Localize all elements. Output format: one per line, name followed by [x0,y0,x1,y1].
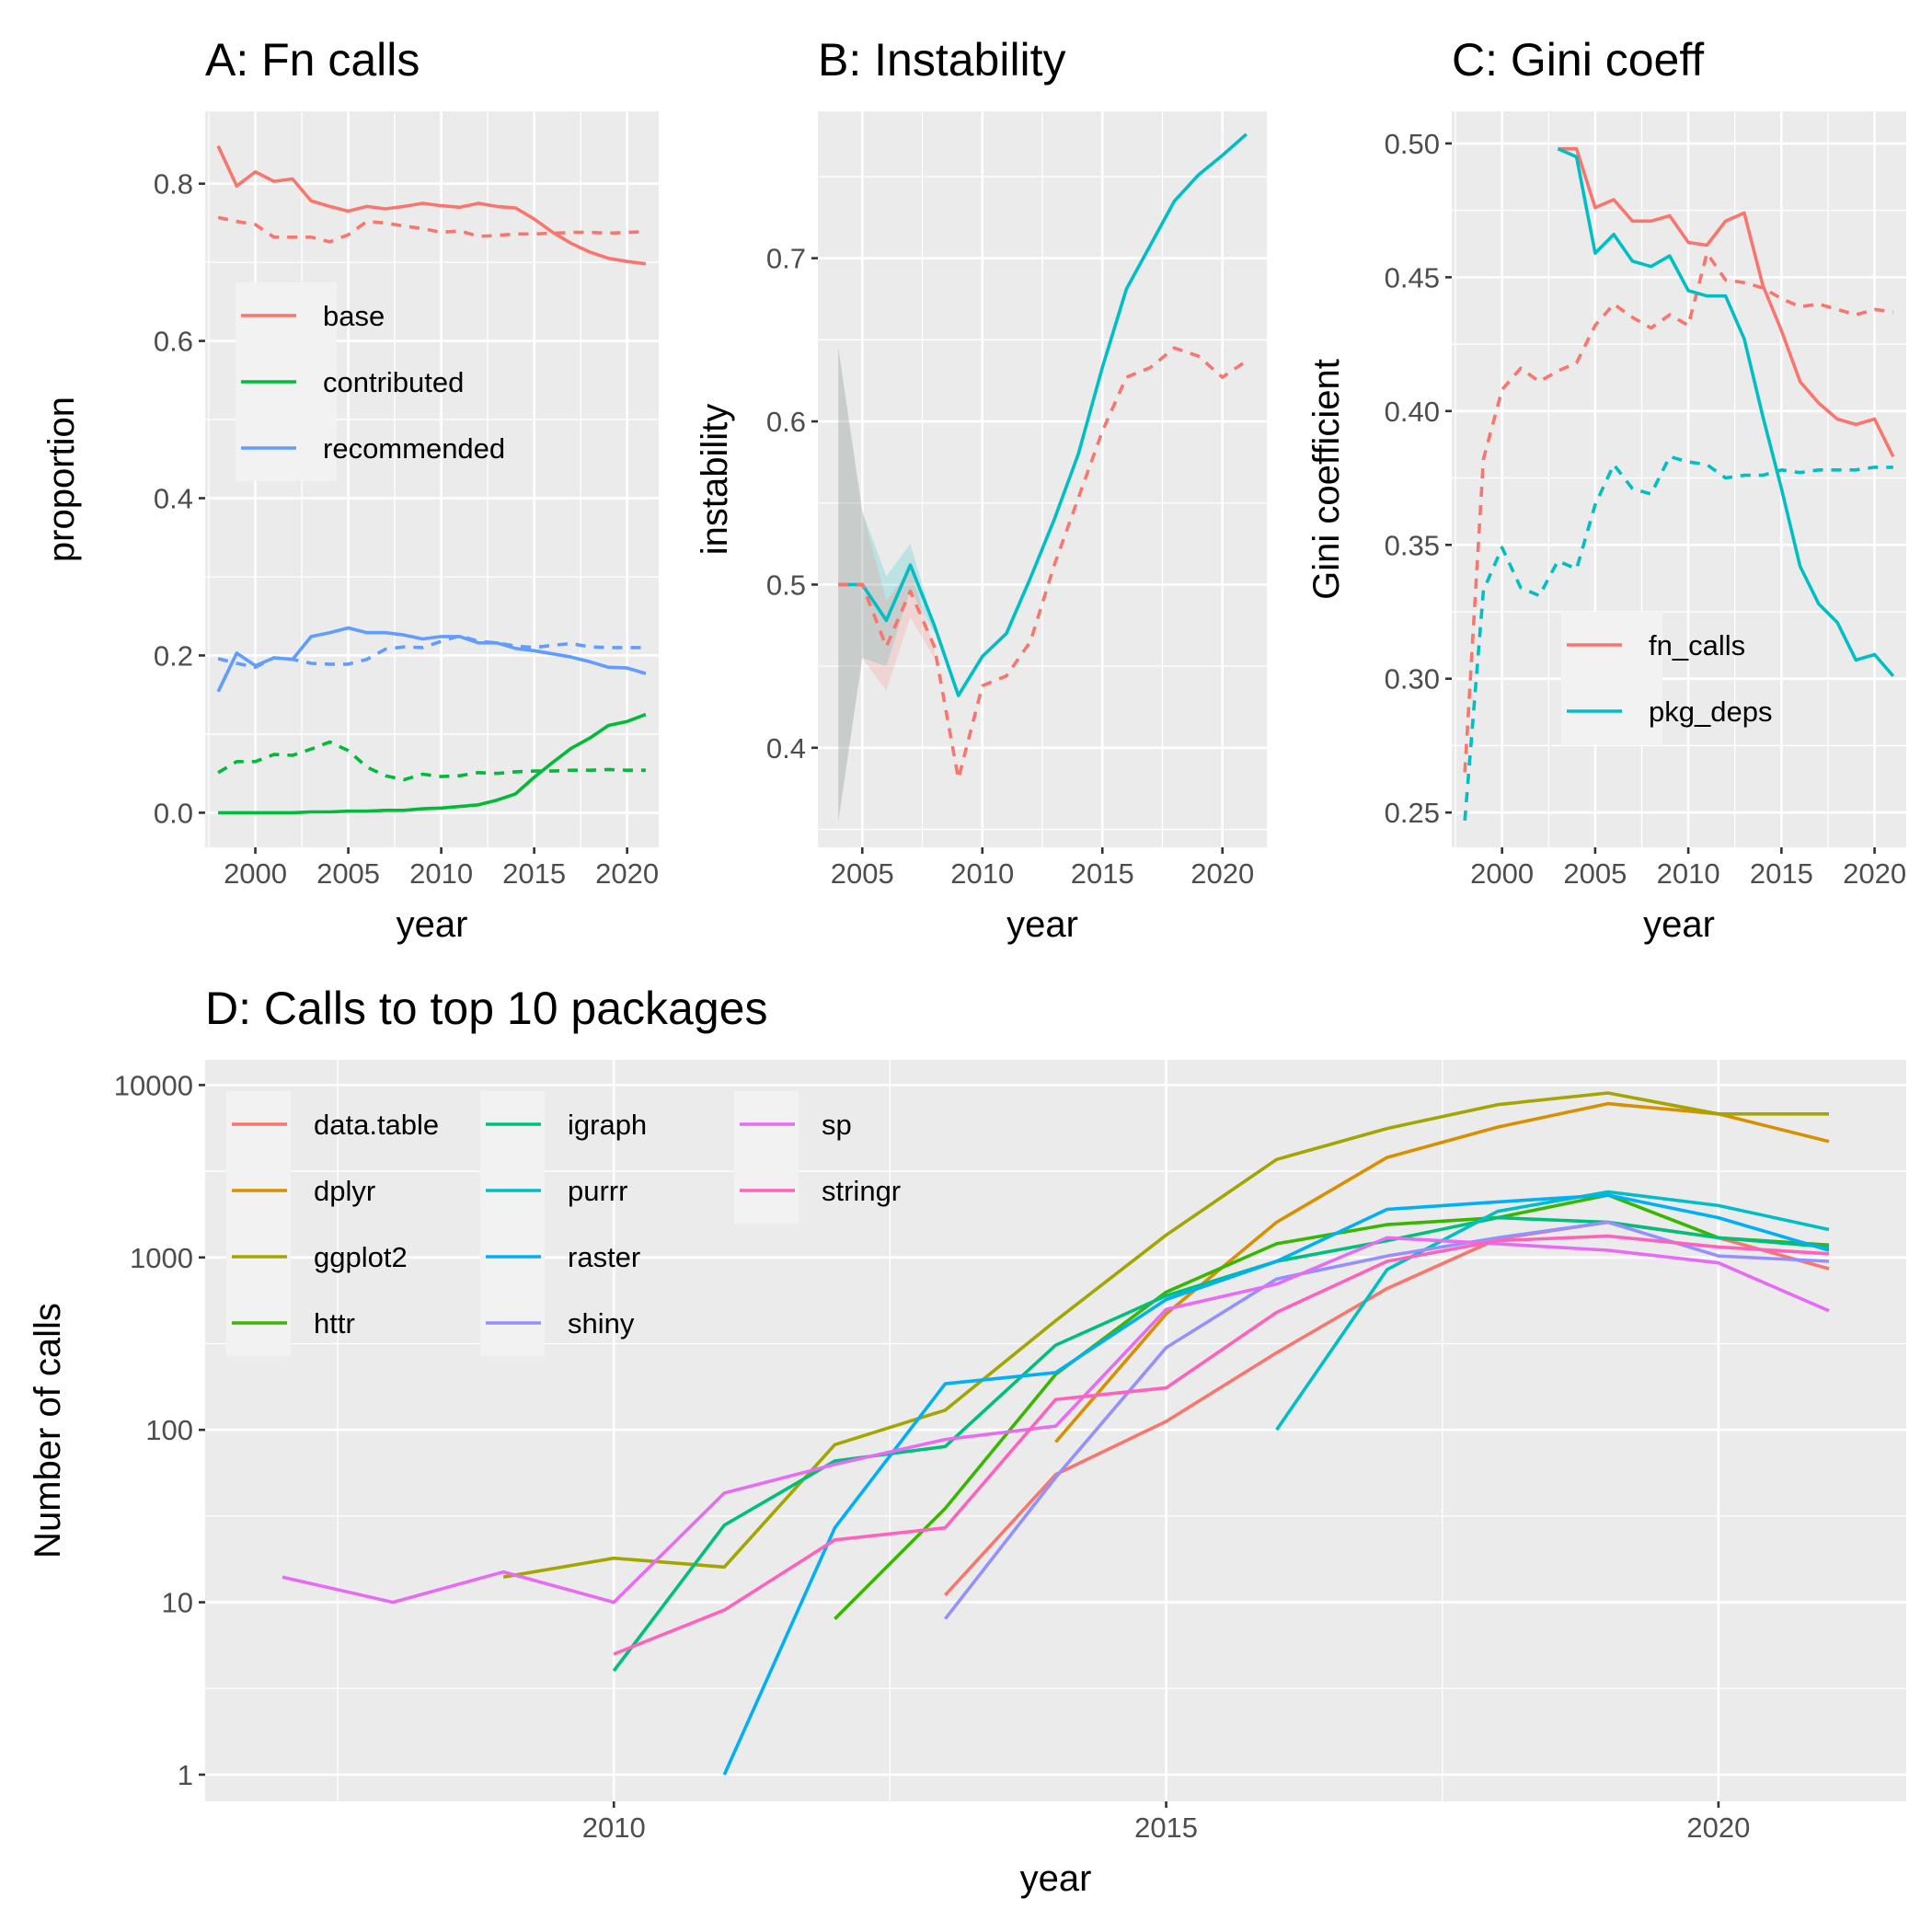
legend-label: stringr [822,1175,901,1207]
legend: fn_calls pkg_deps [1561,612,1772,744]
confidence-ribbon [838,348,935,822]
series-line-stringr [613,1234,1830,1656]
x-tick-label: 2000 [1470,857,1534,890]
legend-label: dplyr [314,1175,375,1207]
legend-label: data.table [314,1109,439,1141]
legend: base contributed recommended [236,282,505,481]
series-line-fn_calls-dashed [1463,251,1894,773]
x-tick-label: 2005 [316,857,380,890]
y-tick-label: 0.6 [766,406,806,438]
legend-label: shiny [568,1307,635,1340]
y-tick-label: 1 [178,1759,193,1791]
x-tick-label: 2020 [595,857,659,890]
y-tick-label: 0.7 [766,243,806,275]
x-tick-label: 2010 [582,1811,646,1844]
series-line-pkg_deps [1557,147,1895,677]
y-axis-title: proportion [41,397,82,562]
y-axis-title: instability [695,404,735,556]
y-tick-label: 0.30 [1385,663,1440,696]
legend-label: sp [822,1109,852,1141]
x-tick-label: 2020 [1686,1811,1750,1844]
legend-label: raster [568,1241,640,1273]
x-tick-label: 2010 [409,857,473,890]
legend: data.table dplyr ggplot2 httr igraph purrr ras… [226,1091,901,1356]
y-tick-label: 0.4 [154,483,193,515]
legend-label: fn_calls [1649,629,1745,661]
panel-B: 2005 2010 2015 2020 0.4 0.5 0.6 0.7 B: Instabili… [695,34,1267,945]
panel-title: A: Fn calls [205,34,420,86]
x-tick-label: 2000 [224,857,287,890]
series-line-base [216,144,647,266]
series-line-raster [722,1193,1830,1776]
x-tick-label: 2015 [1134,1811,1198,1844]
series-line-dplyr [1054,1101,1830,1443]
legend-label: pkg_deps [1649,696,1772,728]
y-tick-label: 0.45 [1385,261,1440,293]
y-tick-label: 0.6 [154,326,193,358]
series-line-fn_calls [1558,146,1895,458]
x-tick-label: 2005 [831,857,894,890]
plot-panel [1452,111,1906,847]
y-tick-label: 0.5 [766,569,806,601]
y-axis-title: Number of calls [28,1303,68,1558]
series-line-unnamed-dashed [838,346,1248,781]
series-line-igraph [612,1215,1830,1673]
y-tick-label: 0.35 [1385,529,1440,561]
legend-label: recommended [323,432,505,465]
x-tick-label: 2015 [1071,857,1134,890]
y-axis-title: Gini coefficient [1306,359,1347,600]
panel-title: C: Gini coeff [1452,34,1704,86]
legend-label: purrr [568,1175,627,1207]
legend-label: httr [314,1307,355,1340]
x-tick-label: 2005 [1563,857,1627,890]
x-axis-title: year [1643,904,1715,945]
y-tick-label: 1000 [130,1242,193,1274]
legend-label: contributed [323,366,464,398]
y-tick-label: 0.25 [1385,797,1440,829]
legend-label: base [323,300,385,332]
legend-label: igraph [568,1109,647,1141]
x-axis-title: year [397,904,468,945]
legend-label: ggplot2 [314,1241,408,1273]
series-line-contributed-dashed [217,740,646,782]
series-line-base-dashed [217,215,646,244]
series-line-ggplot2 [502,1091,1829,1579]
x-axis-title: year [1006,904,1078,945]
x-tick-label: 2010 [950,857,1014,890]
y-tick-label: 0.2 [154,639,193,672]
series-line-sp [282,1236,1830,1604]
y-tick-label: 10000 [114,1069,193,1101]
y-tick-label: 10 [162,1587,193,1619]
y-tick-label: 0.0 [154,797,193,829]
panel-C: 2000 2005 2010 2015 2020 0.25 0.30 0.35 0.40 0.45… [1306,34,1906,945]
panel-title: D: Calls to top 10 packages [205,983,767,1034]
x-tick-label: 2015 [502,857,566,890]
x-tick-label: 2015 [1750,857,1813,890]
panel-D: 2010 2015 2020 1 10 100 1000 10000 D: Calls to t… [28,983,1906,1899]
x-tick-label: 2020 [1843,857,1906,890]
y-tick-label: 0.40 [1385,396,1440,428]
x-axis-title: year [1020,1858,1092,1899]
panel-A: 2000 2005 2010 2015 2020 0.0 0.2 0.4 0.6 0.8 A: Fn… [41,34,659,945]
series-line-pkg_deps-dashed [1463,454,1893,822]
series-line-unnamed [838,132,1248,697]
panel-title: B: Instability [818,34,1066,86]
y-tick-label: 100 [145,1414,193,1446]
series-line-recommended-dashed [217,634,646,670]
y-tick-label: 0.4 [766,732,806,765]
x-tick-label: 2010 [1657,857,1720,890]
series-line-purrr [1275,1190,1830,1432]
y-tick-label: 0.50 [1385,128,1440,160]
y-tick-label: 0.8 [154,168,193,201]
x-tick-label: 2020 [1190,857,1254,890]
series-line-contributed [218,712,647,815]
